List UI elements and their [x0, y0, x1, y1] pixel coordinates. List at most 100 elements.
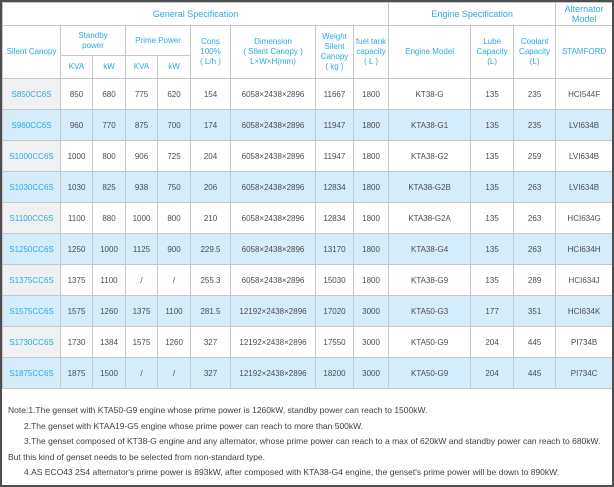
- value-cell: KTA38-G2: [388, 140, 472, 172]
- value-cell: 235: [513, 109, 557, 141]
- model-cell: S1375CC6S: [2, 264, 61, 296]
- value-cell: 259: [513, 140, 557, 172]
- value-cell: 3000: [352, 357, 390, 389]
- value-cell: 206: [190, 171, 231, 203]
- value-cell: 17550: [315, 326, 354, 358]
- value-cell: 135: [470, 202, 515, 234]
- value-cell: 938: [125, 171, 158, 203]
- model-cell: S1100CC6S: [2, 202, 61, 234]
- value-cell: 135: [470, 109, 515, 141]
- header-silent-canopy: Silent Canopy: [2, 25, 61, 79]
- value-cell: 770: [92, 109, 126, 141]
- value-cell: 1100: [157, 295, 191, 327]
- value-cell: 12192×2438×2896: [230, 295, 316, 327]
- value-cell: 12192×2438×2896: [230, 357, 316, 389]
- table-row: S1875CC6S 1875 1500//327 12192×2438×2896 182…: [2, 357, 612, 389]
- value-cell: 850: [60, 78, 93, 110]
- value-cell: 725: [157, 140, 191, 172]
- header-general-specification: General Specification: [2, 2, 390, 26]
- value-cell: PI734B: [555, 326, 612, 358]
- units-header-row: KVA kW KVA kW: [3, 55, 613, 79]
- model-cell: S1030CC6S: [2, 171, 61, 203]
- value-cell: 327: [190, 326, 231, 358]
- header-stamford: STAMFORD: [555, 25, 612, 79]
- note-line-4: But this kind of genset needs to be sele…: [8, 451, 266, 462]
- value-cell: 1800: [352, 264, 390, 296]
- model-cell: S1250CC6S: [2, 233, 61, 265]
- value-cell: 1100: [92, 264, 126, 296]
- table-row: S1575CC6S 1575 1260 1375 1100 281.5 12192×2438…: [2, 295, 612, 327]
- value-cell: 263: [513, 233, 557, 265]
- value-cell: KTA38-G1: [388, 109, 472, 141]
- table-row: S1030CC6S 1030 825 938 750 206 6058×2438×2896 1…: [2, 171, 612, 203]
- value-cell: 1800: [352, 202, 390, 234]
- value-cell: 875: [125, 109, 158, 141]
- value-cell: HCI634K: [555, 295, 612, 327]
- value-cell: KTA50-G9: [388, 326, 472, 358]
- value-cell: 1800: [352, 140, 390, 172]
- value-cell: 12834: [315, 171, 354, 203]
- table-row: S1000CC6S 1000 800 906 725 204 6058×2438×2896 1…: [2, 140, 612, 172]
- value-cell: 135: [470, 78, 515, 110]
- header-fuel-tank-capacity: fuel tank capacity ( L ): [352, 25, 390, 79]
- header-standby-kva: KVA: [60, 55, 93, 79]
- value-cell: 800: [157, 202, 191, 234]
- value-cell: 1000: [60, 140, 93, 172]
- value-cell: 1125: [125, 233, 158, 265]
- value-cell: 1100: [60, 202, 93, 234]
- model-cell: S1875CC6S: [2, 357, 61, 389]
- table-row: S1730CC6S 1730 1384 1575 1260 327 12192×2438×2…: [2, 326, 612, 358]
- table-row: S960CC6S 960 770 875 700 174 6058×2438×2896 119…: [2, 109, 612, 141]
- value-cell: /: [157, 264, 191, 296]
- spec-table-body: S850CC6S 850 680 775 620 154 6058×2438×2896 116…: [2, 78, 612, 389]
- note-line-2: 2.The genset with KTAA19-G5 engine whose…: [24, 420, 364, 431]
- spec-table: General Specification Engine Specificati…: [2, 2, 613, 389]
- value-cell: 750: [157, 171, 191, 203]
- header-coolant-capacity: Coolant Capacity (L): [513, 25, 557, 79]
- value-cell: 1260: [92, 295, 126, 327]
- value-cell: 445: [513, 326, 557, 358]
- header-cons-100: Cons 100% ( L/h ): [190, 25, 231, 79]
- value-cell: 11947: [315, 140, 354, 172]
- value-cell: KTA38-G9: [388, 264, 472, 296]
- value-cell: 210: [190, 202, 231, 234]
- value-cell: 825: [92, 171, 126, 203]
- value-cell: 229.5: [190, 233, 231, 265]
- value-cell: 17020: [315, 295, 354, 327]
- value-cell: 6058×2438×2896: [230, 264, 316, 296]
- value-cell: 906: [125, 140, 158, 172]
- value-cell: 18200: [315, 357, 354, 389]
- table-row: S850CC6S 850 680 775 620 154 6058×2438×2896 116…: [2, 78, 612, 110]
- value-cell: 174: [190, 109, 231, 141]
- model-cell: S960CC6S: [2, 109, 61, 141]
- value-cell: /: [125, 357, 158, 389]
- header-prime-kw: kW: [157, 55, 191, 79]
- value-cell: 204: [190, 140, 231, 172]
- value-cell: 1375: [125, 295, 158, 327]
- value-cell: 6058×2438×2896: [230, 78, 316, 110]
- table-row: S1100CC6S 1100 880 1000 800 210 6058×2438×2896…: [2, 202, 612, 234]
- value-cell: 135: [470, 233, 515, 265]
- value-cell: 12192×2438×2896: [230, 326, 316, 358]
- value-cell: 13170: [315, 233, 354, 265]
- table-row: S1250CC6S 1250 1000 1125 900 229.5 6058×2438×2…: [2, 233, 612, 265]
- section-header-row: General Specification Engine Specificati…: [2, 2, 612, 26]
- value-cell: 15030: [315, 264, 354, 296]
- value-cell: KTA38-G4: [388, 233, 472, 265]
- value-cell: /: [157, 357, 191, 389]
- header-lube-capacity: Lube Capacity (L): [470, 25, 515, 79]
- value-cell: 235: [513, 78, 557, 110]
- value-cell: HCI544F: [555, 78, 612, 110]
- value-cell: 1030: [60, 171, 93, 203]
- value-cell: LVI634B: [555, 140, 612, 172]
- value-cell: KTA38-G2B: [388, 171, 472, 203]
- value-cell: 255.3: [190, 264, 231, 296]
- value-cell: 6058×2438×2896: [230, 171, 316, 203]
- value-cell: 281.5: [190, 295, 231, 327]
- table-row: S1375CC6S 1375 1100//255.3 6058×2438×2896 15…: [2, 264, 612, 296]
- model-cell: S1000CC6S: [2, 140, 61, 172]
- value-cell: 1875: [60, 357, 93, 389]
- value-cell: KTA38-G2A: [388, 202, 472, 234]
- value-cell: 1000: [92, 233, 126, 265]
- spec-table-header: General Specification Engine Specificati…: [2, 2, 613, 79]
